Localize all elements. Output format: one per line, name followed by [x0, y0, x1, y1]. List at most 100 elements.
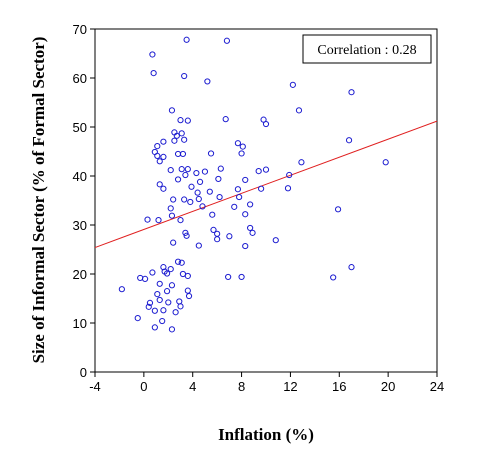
data-point: [156, 280, 163, 287]
data-point: [258, 185, 265, 192]
data-point: [160, 264, 167, 271]
data-point: [170, 196, 177, 203]
data-point: [216, 193, 223, 201]
data-point: [194, 189, 201, 196]
data-point: [199, 203, 206, 210]
data-point: [176, 298, 183, 305]
data-point: [149, 51, 156, 58]
x-tick-label: 0: [140, 379, 147, 394]
data-point: [160, 185, 167, 192]
data-point: [177, 217, 184, 224]
data-point: [238, 150, 245, 157]
data-point: [165, 299, 172, 306]
data-point: [177, 117, 184, 124]
data-point: [215, 175, 222, 183]
data-point: [225, 273, 232, 281]
data-point: [168, 107, 176, 114]
data-point: [178, 130, 185, 137]
data-point: [168, 282, 176, 289]
data-point: [193, 169, 200, 177]
data-point: [141, 275, 149, 282]
data-point: [118, 286, 125, 293]
data-point: [236, 193, 243, 201]
data-point: [348, 89, 355, 96]
x-tick-label: -4: [89, 379, 101, 394]
data-point: [163, 270, 171, 277]
plot-frame: [94, 28, 438, 373]
data-point: [298, 159, 305, 166]
data-point: [183, 36, 190, 43]
data-point: [167, 205, 174, 212]
y-tick-label: 40: [73, 169, 87, 184]
data-point: [330, 274, 337, 281]
data-point: [201, 168, 209, 175]
y-axis: 0 10 20 30 40 50 60 70: [73, 22, 95, 380]
data-point: [174, 176, 182, 183]
data-point: [255, 168, 262, 175]
data-point: [172, 309, 179, 316]
fit-line-group: [94, 120, 438, 249]
data-point: [196, 178, 204, 185]
data-point: [242, 176, 249, 184]
data-point: [188, 183, 195, 190]
data-point: [382, 159, 389, 166]
data-point: [226, 233, 233, 240]
data-point: [272, 237, 279, 244]
data-point: [181, 196, 188, 203]
y-tick-label: 20: [73, 267, 87, 282]
y-tick-label: 50: [73, 120, 87, 135]
data-point: [348, 264, 355, 271]
data-point: [234, 140, 242, 147]
x-tick-label: 20: [381, 379, 395, 394]
data-point: [183, 232, 190, 239]
data-point: [239, 143, 246, 150]
data-point: [149, 269, 156, 276]
data-point: [185, 292, 193, 300]
data-point: [146, 299, 154, 307]
data-point: [182, 229, 189, 236]
data-point: [167, 167, 174, 174]
data-point: [184, 117, 191, 124]
data-point: [137, 274, 144, 282]
data-point: [163, 288, 171, 295]
data-point: [145, 303, 152, 310]
data-point: [159, 317, 166, 325]
data-point: [150, 70, 157, 77]
data-point: [181, 72, 188, 80]
data-point: [295, 107, 303, 114]
data-point: [178, 259, 185, 266]
data-point: [334, 206, 342, 213]
data-point: [187, 198, 194, 206]
data-point: [247, 201, 254, 208]
data-point: [210, 226, 217, 233]
data-point: [170, 239, 177, 246]
data-point: [207, 150, 215, 157]
data-point: [151, 307, 158, 314]
y-axis-title: Size of Informal Sector (% of Formal Sec…: [29, 37, 48, 364]
y-tick-label: 10: [73, 316, 87, 331]
data-point: [262, 166, 270, 173]
data-point: [184, 272, 191, 280]
x-tick-label: 8: [238, 379, 245, 394]
data-point: [242, 242, 249, 250]
data-point: [234, 186, 242, 193]
data-point: [238, 273, 245, 281]
x-tick-label: 4: [189, 379, 196, 394]
data-points: [118, 36, 389, 333]
data-point: [345, 137, 353, 144]
data-point: [284, 185, 292, 192]
annotation-text: Correlation : 0.28: [317, 43, 416, 58]
data-point: [134, 315, 141, 322]
data-point: [156, 296, 163, 304]
x-tick-label: 12: [283, 379, 297, 394]
data-point: [286, 171, 293, 179]
data-point: [154, 152, 161, 160]
data-point: [156, 158, 163, 165]
data-point: [168, 326, 176, 333]
fit-line: [94, 120, 438, 249]
y-tick-label: 70: [73, 22, 87, 37]
data-point: [144, 216, 151, 223]
data-point: [247, 224, 254, 232]
data-point: [289, 81, 296, 88]
x-tick-label: 16: [332, 379, 346, 394]
